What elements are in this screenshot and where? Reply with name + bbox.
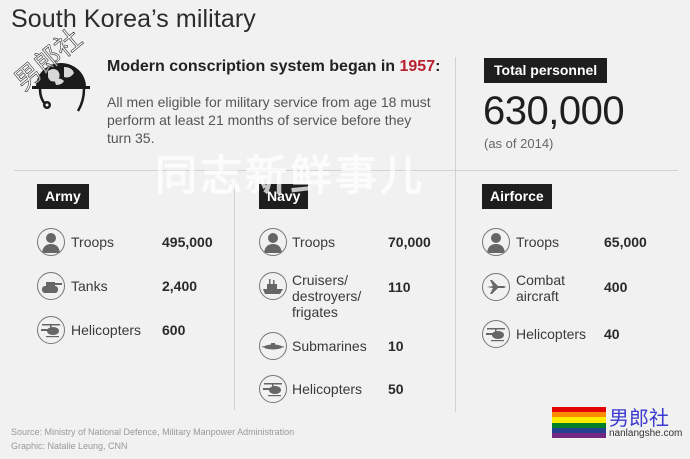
total-personnel-note: (as of 2014) <box>484 136 554 151</box>
army-helicopters-row <box>37 316 65 344</box>
source-text: Source: Ministry of National Defence, Mi… <box>11 427 295 437</box>
total-personnel-value: 630,000 <box>483 89 625 133</box>
airforce-helicopters-row <box>482 320 510 348</box>
logo-cn-text: 男郎社 <box>609 406 669 430</box>
navy-submarines-row <box>259 332 287 360</box>
footer: Source: Ministry of National Defence, Mi… <box>11 425 294 453</box>
soldier-icon <box>37 228 65 256</box>
navy-helicopters-label: Helicopters <box>292 381 363 397</box>
airforce-helicopters-value: 40 <box>604 326 620 342</box>
jet-icon <box>482 273 510 301</box>
navy-submarines-value: 10 <box>388 338 404 354</box>
airforce-aircraft-value: 400 <box>604 279 628 295</box>
soldier-icon <box>482 228 510 256</box>
intro-headline: Modern conscription system began in 1957… <box>107 58 441 75</box>
navy-warships-label: Cruisers/ destroyers/ frigates <box>292 272 362 320</box>
helicopter-icon <box>259 375 287 403</box>
airforce-tag: Airforce <box>482 184 552 209</box>
airforce-aircraft-label: Combat aircraft <box>516 272 566 304</box>
total-personnel-label: Total personnel <box>484 58 608 83</box>
page-title: South Korea’s military <box>11 5 256 33</box>
army-tanks-row <box>37 272 65 300</box>
rainbow-flag-icon <box>552 407 606 439</box>
watermark-center: 同志新鲜事儿 <box>155 151 426 200</box>
army-tag: Army <box>37 184 89 209</box>
navy-tag: Navy <box>259 184 309 209</box>
navy-helicopters-value: 50 <box>388 381 404 397</box>
navy-troops-value: 70,000 <box>388 234 431 250</box>
helmet-icon <box>32 63 90 112</box>
divider-vertical-top <box>455 57 456 412</box>
tank-icon <box>37 272 65 300</box>
divider-vertical-left <box>234 182 235 410</box>
navy-helicopters-row <box>259 375 287 403</box>
submarine-icon <box>259 332 287 360</box>
credit-text: Graphic: Natalie Leung, CNN <box>11 441 128 451</box>
navy-warships-row <box>259 272 287 300</box>
navy-warships-value: 110 <box>388 279 411 295</box>
army-troops-label: Troops <box>71 234 115 250</box>
warship-icon <box>259 272 287 300</box>
airforce-troops-row <box>482 228 510 256</box>
soldier-icon <box>259 228 287 256</box>
army-troops-value: 495,000 <box>162 234 213 250</box>
airforce-helicopters-label: Helicopters <box>516 326 587 342</box>
army-troops-row <box>37 228 65 256</box>
navy-submarines-label: Submarines <box>292 338 367 354</box>
army-tanks-label: Tanks <box>71 278 108 294</box>
divider-horizontal <box>14 170 678 171</box>
watermark-logo: 男郎社 nanlangshe.com <box>552 407 682 439</box>
logo-en-text: nanlangshe.com <box>609 428 683 439</box>
helicopter-icon <box>37 316 65 344</box>
navy-troops-label: Troops <box>292 234 336 250</box>
navy-troops-row <box>259 228 287 256</box>
intro-description: All men eligible for military service fr… <box>107 94 431 146</box>
army-tanks-value: 2,400 <box>162 278 198 294</box>
airforce-troops-value: 65,000 <box>604 234 647 250</box>
army-helicopters-value: 600 <box>162 322 186 338</box>
airforce-troops-label: Troops <box>516 234 560 250</box>
conscription-year: 1957 <box>399 58 436 75</box>
army-helicopters-label: Helicopters <box>71 322 142 338</box>
airforce-aircraft-row <box>482 273 510 301</box>
helicopter-icon <box>482 320 510 348</box>
